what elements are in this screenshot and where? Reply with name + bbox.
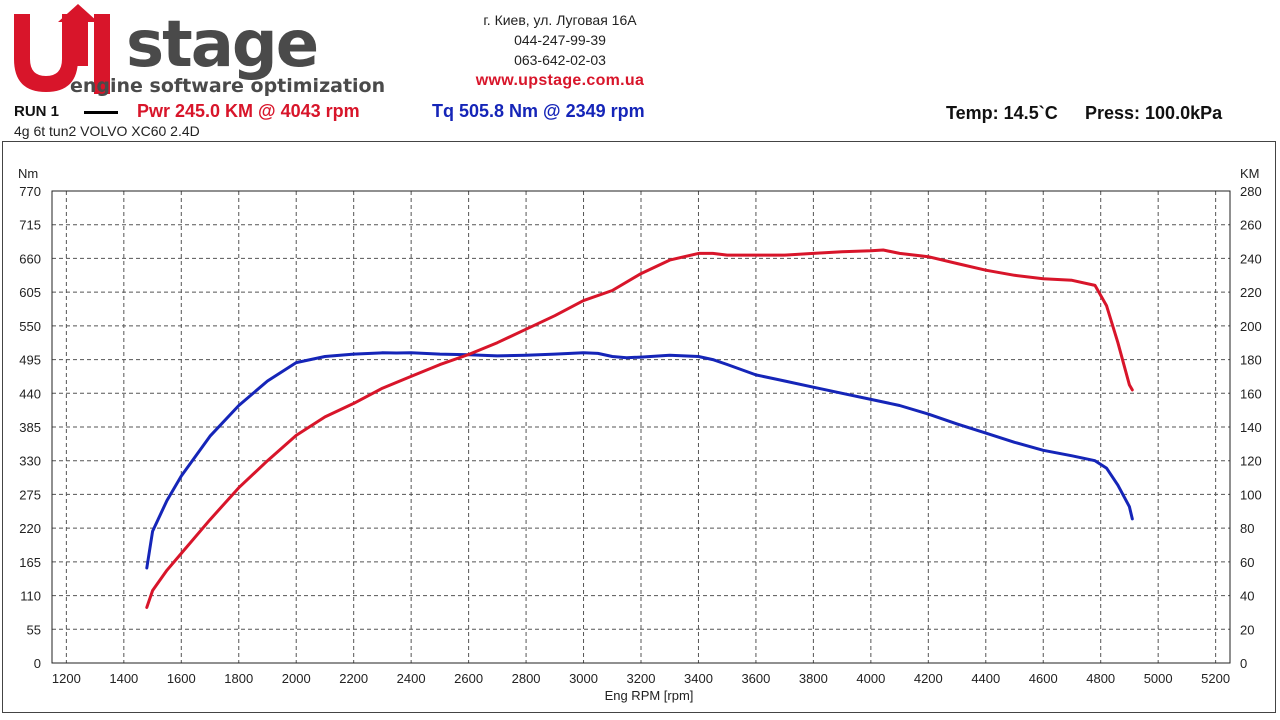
upstage-logo: stage engine software optimization <box>14 4 385 96</box>
power-summary: Pwr 245.0 KM @ 4043 rpm <box>137 101 360 121</box>
x-tick-label: 1600 <box>167 671 196 686</box>
x-tick-label: 5200 <box>1201 671 1230 686</box>
x-tick-label: 5000 <box>1144 671 1173 686</box>
x-axis-ticks: 1200 1400 1600 1800 2000 2200 2400 2600 2800 3000… <box>52 671 1230 686</box>
x-tick-label: 4400 <box>971 671 1000 686</box>
series-layer <box>145 248 1134 609</box>
torque-curve <box>145 351 1134 570</box>
x-tick-label: 4600 <box>1029 671 1058 686</box>
y-right-tick-label: 160 <box>1240 386 1262 401</box>
y-right-tick-label: 20 <box>1240 622 1254 637</box>
x-tick-label: 4800 <box>1086 671 1115 686</box>
svg-text:stage: stage <box>126 8 317 82</box>
contact-phone-1: 044-247-99-39 <box>514 32 606 48</box>
x-axis-title: Eng RPM [rpm] <box>605 688 694 703</box>
power-curve <box>145 248 1134 609</box>
y-right-axis-ticks: 0 20 40 60 80 100 120 140 160 180 200 220 240 260 280 <box>1240 184 1262 671</box>
x-tick-label: 1200 <box>52 671 81 686</box>
torque-summary: Tq 505.8 Nm @ 2349 rpm <box>432 101 645 121</box>
temperature-readout: Temp: 14.5`C <box>946 103 1058 123</box>
run-legend-swatch <box>84 111 118 114</box>
website-link[interactable]: www.upstage.com.ua <box>475 72 645 89</box>
y-left-tick-label: 660 <box>19 251 41 266</box>
y-right-tick-label: 40 <box>1240 589 1254 604</box>
y-left-tick-label: 440 <box>19 386 41 401</box>
y-right-tick-label: 120 <box>1240 454 1262 469</box>
chart-frame <box>2 141 1276 713</box>
y-right-tick-label: 280 <box>1240 184 1262 199</box>
y-left-tick-label: 220 <box>19 521 41 536</box>
y-left-tick-label: 55 <box>27 622 41 637</box>
y-right-tick-label: 180 <box>1240 353 1262 368</box>
y-right-tick-label: 60 <box>1240 555 1254 570</box>
x-tick-label: 3800 <box>799 671 828 686</box>
x-tick-label: 3600 <box>741 671 770 686</box>
x-tick-label: 2600 <box>454 671 483 686</box>
logo-tagline: engine software optimization <box>70 75 385 96</box>
y-left-axis-title: Nm <box>18 166 38 181</box>
contact-phone-2: 063-642-02-03 <box>514 52 606 68</box>
y-left-tick-label: 715 <box>19 218 41 233</box>
y-right-tick-label: 100 <box>1240 487 1262 502</box>
x-tick-label: 2800 <box>512 671 541 686</box>
y-left-axis-ticks: 0 55 110 165 220 275 330 385 440 495 550 605 660 715 7… <box>19 184 41 671</box>
y-right-tick-label: 0 <box>1240 656 1247 671</box>
x-tick-label: 3000 <box>569 671 598 686</box>
y-left-tick-label: 110 <box>20 589 41 604</box>
y-left-tick-label: 495 <box>19 353 41 368</box>
x-tick-label: 2400 <box>397 671 426 686</box>
x-tick-label: 1400 <box>109 671 138 686</box>
y-left-tick-label: 605 <box>19 285 41 300</box>
run-label: RUN 1 <box>14 103 60 120</box>
x-tick-label: 2000 <box>282 671 311 686</box>
pressure-readout: Press: 100.0kPa <box>1085 103 1223 123</box>
x-tick-label: 3200 <box>627 671 656 686</box>
y-right-tick-label: 200 <box>1240 319 1262 334</box>
y-left-tick-label: 165 <box>19 555 41 570</box>
y-left-tick-label: 550 <box>19 319 41 334</box>
y-right-tick-label: 240 <box>1240 251 1262 266</box>
x-tick-label: 2200 <box>339 671 368 686</box>
y-right-tick-label: 260 <box>1240 218 1262 233</box>
y-right-tick-label: 140 <box>1240 420 1262 435</box>
run-subtitle: 4g 6t tun2 VOLVO XC60 2.4D <box>14 123 200 139</box>
x-tick-label: 3400 <box>684 671 713 686</box>
x-tick-label: 4200 <box>914 671 943 686</box>
contact-address: г. Киев, ул. Луговая 16А <box>483 12 637 28</box>
y-left-tick-label: 275 <box>19 487 41 502</box>
y-right-axis-title: KM <box>1240 166 1260 181</box>
grid <box>52 191 1230 663</box>
y-left-tick-label: 0 <box>34 656 41 671</box>
y-left-tick-label: 385 <box>19 420 41 435</box>
x-tick-label: 4000 <box>856 671 885 686</box>
y-right-tick-label: 80 <box>1240 521 1254 536</box>
y-left-tick-label: 770 <box>19 184 41 199</box>
plot-border <box>51 190 1231 664</box>
x-tick-label: 1800 <box>224 671 253 686</box>
y-right-tick-label: 220 <box>1240 285 1262 300</box>
y-left-tick-label: 330 <box>19 454 41 469</box>
